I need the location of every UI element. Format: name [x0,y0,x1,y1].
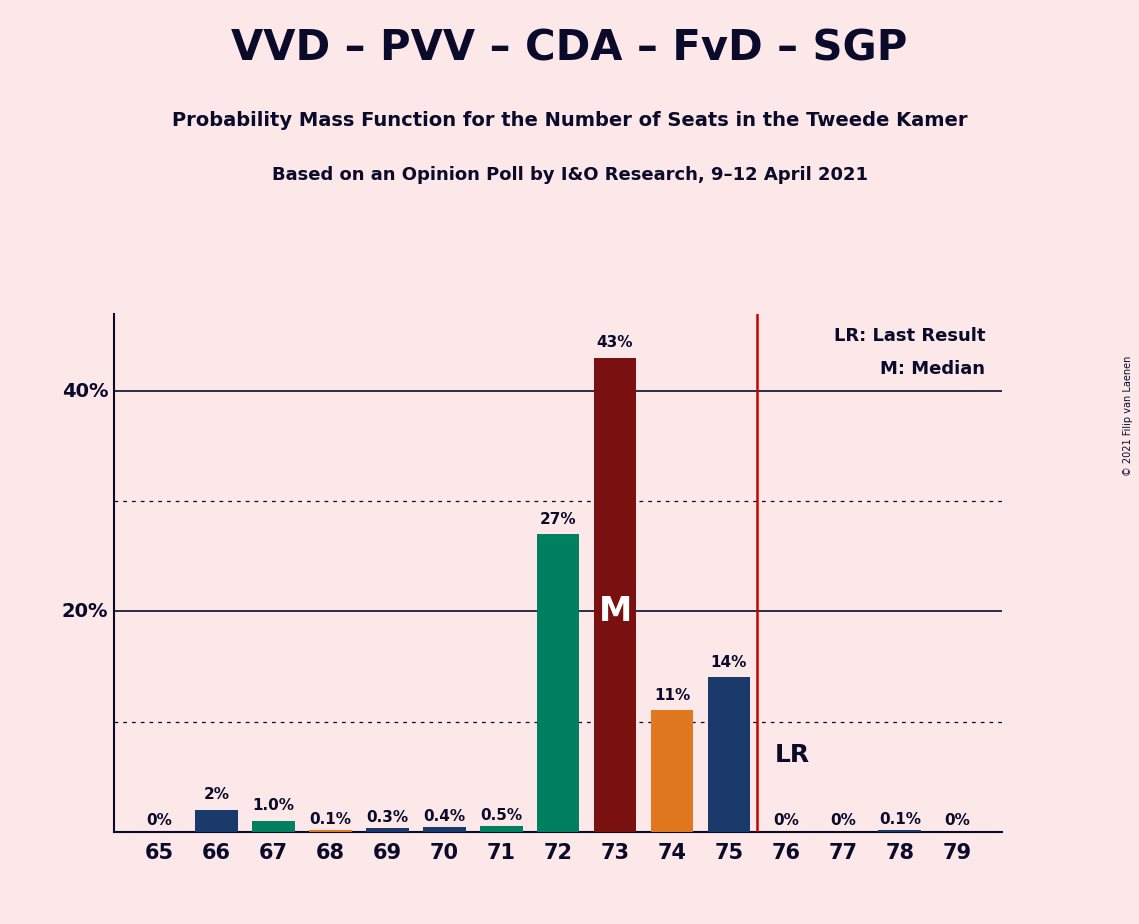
Bar [650,711,694,832]
Text: 0.5%: 0.5% [481,808,522,822]
Text: LR: LR [775,743,810,767]
Bar [707,677,751,832]
Text: 0%: 0% [830,813,855,828]
Text: 0.3%: 0.3% [367,810,408,825]
Text: M: Median: M: Median [880,360,985,378]
Bar [366,828,409,832]
Text: 11%: 11% [654,687,690,703]
Bar [423,827,466,832]
Text: VVD – PVV – CDA – FvD – SGP: VVD – PVV – CDA – FvD – SGP [231,28,908,69]
Bar [593,359,637,832]
Bar [536,534,580,832]
Bar [195,809,238,832]
Text: 20%: 20% [62,602,108,621]
Text: 2%: 2% [204,787,229,802]
Bar [309,831,352,832]
Text: 0%: 0% [944,813,969,828]
Text: 43%: 43% [597,335,633,350]
Text: 0.1%: 0.1% [310,812,351,827]
Text: 0.4%: 0.4% [424,808,465,824]
Text: M: M [598,595,632,628]
Text: 0%: 0% [147,813,172,828]
Text: 0%: 0% [773,813,798,828]
Text: © 2021 Filip van Laenen: © 2021 Filip van Laenen [1123,356,1133,476]
Text: Probability Mass Function for the Number of Seats in the Tweede Kamer: Probability Mass Function for the Number… [172,111,967,130]
Text: 14%: 14% [711,655,747,670]
Text: 27%: 27% [540,512,576,527]
Bar [480,826,523,832]
Bar [252,821,295,832]
Text: 1.0%: 1.0% [253,798,294,813]
Text: Based on an Opinion Poll by I&O Research, 9–12 April 2021: Based on an Opinion Poll by I&O Research… [271,166,868,184]
Bar [878,831,921,832]
Text: 0.1%: 0.1% [879,812,920,827]
Text: 40%: 40% [62,382,108,401]
Text: LR: Last Result: LR: Last Result [834,327,985,346]
